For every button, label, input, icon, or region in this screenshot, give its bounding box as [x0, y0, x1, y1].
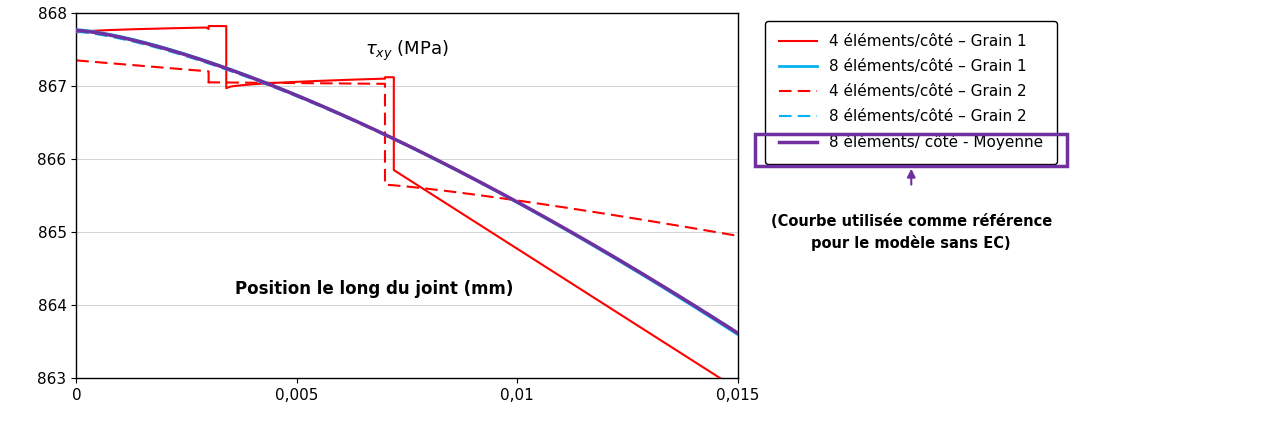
Text: Position le long du joint (mm): Position le long du joint (mm): [235, 280, 513, 298]
Legend: 4 éléments/côté – Grain 1, 8 éléments/côté – Grain 1, 4 éléments/côté – Grain 2,: 4 éléments/côté – Grain 1, 8 éléments/cô…: [766, 21, 1057, 164]
Text: (Courbe utilisée comme référence
pour le modèle sans EC): (Courbe utilisée comme référence pour le…: [771, 214, 1052, 251]
Text: $\tau_{xy}$ (MPa): $\tau_{xy}$ (MPa): [365, 39, 449, 63]
